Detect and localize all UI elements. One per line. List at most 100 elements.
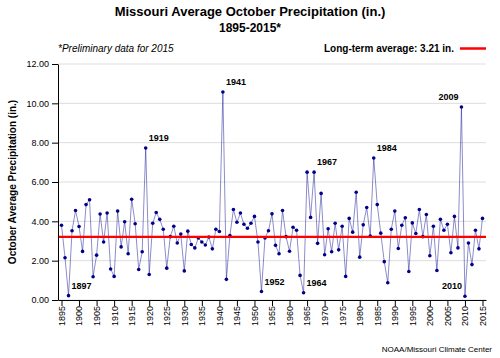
x-tick-mark bbox=[97, 300, 98, 306]
y-tick: 0.00 bbox=[31, 295, 58, 305]
point bbox=[105, 211, 109, 215]
point bbox=[330, 250, 334, 254]
point bbox=[460, 105, 464, 109]
note: *Preliminary data for 2015 bbox=[58, 43, 174, 54]
x-tick: 2010 bbox=[460, 300, 470, 326]
y-tick-mark bbox=[52, 221, 58, 222]
x-tick-label: 1975 bbox=[338, 306, 348, 326]
y-tick: 10.00 bbox=[26, 99, 58, 109]
point bbox=[270, 212, 274, 216]
point bbox=[449, 251, 453, 255]
y-tick-mark bbox=[52, 103, 58, 104]
x-tick: 1975 bbox=[338, 300, 348, 326]
point bbox=[481, 217, 485, 221]
x-tick-label: 1970 bbox=[320, 306, 330, 326]
point bbox=[165, 266, 169, 270]
point bbox=[253, 215, 257, 219]
average-line bbox=[58, 236, 486, 238]
x-tick: 1990 bbox=[390, 300, 400, 326]
x-tick-label: 1980 bbox=[355, 306, 365, 326]
point bbox=[379, 231, 383, 235]
y-tick-mark bbox=[52, 64, 58, 65]
x-tick-mark bbox=[430, 300, 431, 306]
x-tick: 1980 bbox=[355, 300, 365, 326]
point bbox=[98, 212, 102, 216]
x-tick: 1905 bbox=[92, 300, 102, 326]
x-tick-label: 1905 bbox=[92, 306, 102, 326]
point bbox=[267, 229, 271, 233]
point bbox=[463, 294, 467, 298]
y-tick-label: 0.00 bbox=[31, 295, 49, 305]
point bbox=[77, 225, 81, 229]
point bbox=[249, 222, 253, 226]
point bbox=[281, 209, 285, 213]
point bbox=[425, 213, 429, 217]
annotation: 1952 bbox=[264, 277, 284, 287]
point bbox=[239, 211, 243, 215]
point bbox=[274, 244, 278, 248]
point bbox=[340, 224, 344, 228]
y-tick-mark bbox=[52, 143, 58, 144]
point bbox=[161, 227, 165, 231]
x-tick-label: 1910 bbox=[110, 306, 120, 326]
point bbox=[70, 229, 74, 233]
x-tick-label: 1925 bbox=[162, 306, 172, 326]
point bbox=[74, 209, 78, 213]
point bbox=[439, 218, 443, 222]
point bbox=[442, 228, 446, 232]
x-tick-mark bbox=[342, 300, 343, 306]
x-tick-mark bbox=[202, 300, 203, 306]
y-tick-label: 8.00 bbox=[31, 138, 49, 148]
point bbox=[204, 243, 208, 247]
point bbox=[235, 221, 239, 225]
x-tick: 1960 bbox=[285, 300, 295, 326]
x-tick-label: 1915 bbox=[127, 306, 137, 326]
point bbox=[309, 216, 313, 220]
point bbox=[386, 281, 390, 285]
y-axis-line bbox=[58, 65, 59, 301]
y-tick: 8.00 bbox=[31, 138, 58, 148]
point bbox=[351, 230, 355, 234]
point bbox=[288, 249, 292, 253]
legend: Long-term average: 3.21 in. bbox=[324, 43, 486, 54]
point bbox=[365, 206, 369, 210]
x-tick-mark bbox=[482, 300, 483, 306]
point bbox=[372, 156, 376, 160]
x-tick-label: 1965 bbox=[302, 306, 312, 326]
x-axis: 1895190019051910191519201925193019351940… bbox=[57, 300, 488, 326]
x-tick-label: 1940 bbox=[215, 306, 225, 326]
point bbox=[91, 275, 95, 279]
x-tick-label: 1935 bbox=[197, 306, 207, 326]
x-tick: 1925 bbox=[162, 300, 172, 326]
title: Missouri Average October Precipitation (… bbox=[115, 4, 386, 19]
point bbox=[319, 192, 323, 196]
grid-line bbox=[58, 182, 486, 183]
annotation: 2010 bbox=[442, 281, 462, 291]
point bbox=[133, 222, 137, 226]
point bbox=[116, 209, 120, 213]
point bbox=[232, 208, 236, 212]
x-tick: 1915 bbox=[127, 300, 137, 326]
point bbox=[312, 170, 316, 174]
y-tick-label: 10.00 bbox=[26, 99, 49, 109]
point bbox=[172, 224, 176, 228]
x-tick: 1985 bbox=[373, 300, 383, 326]
y-axis-title: October Average Precipitation (in.) bbox=[7, 100, 18, 264]
x-tick: 1935 bbox=[197, 300, 207, 326]
point bbox=[347, 217, 351, 221]
point bbox=[435, 269, 439, 273]
point bbox=[140, 250, 144, 254]
x-tick-label: 1900 bbox=[74, 306, 84, 326]
chart: Missouri Average October Precipitation (… bbox=[0, 0, 500, 358]
point bbox=[88, 198, 92, 202]
point bbox=[182, 269, 186, 273]
legend-label: Long-term average: 3.21 in. bbox=[324, 43, 454, 54]
x-tick-mark bbox=[79, 300, 80, 306]
point bbox=[477, 247, 481, 251]
point bbox=[158, 218, 162, 222]
point bbox=[246, 226, 250, 230]
point bbox=[256, 240, 260, 244]
grid bbox=[58, 64, 486, 300]
x-tick-mark bbox=[307, 300, 308, 306]
legend-swatch bbox=[460, 47, 486, 50]
